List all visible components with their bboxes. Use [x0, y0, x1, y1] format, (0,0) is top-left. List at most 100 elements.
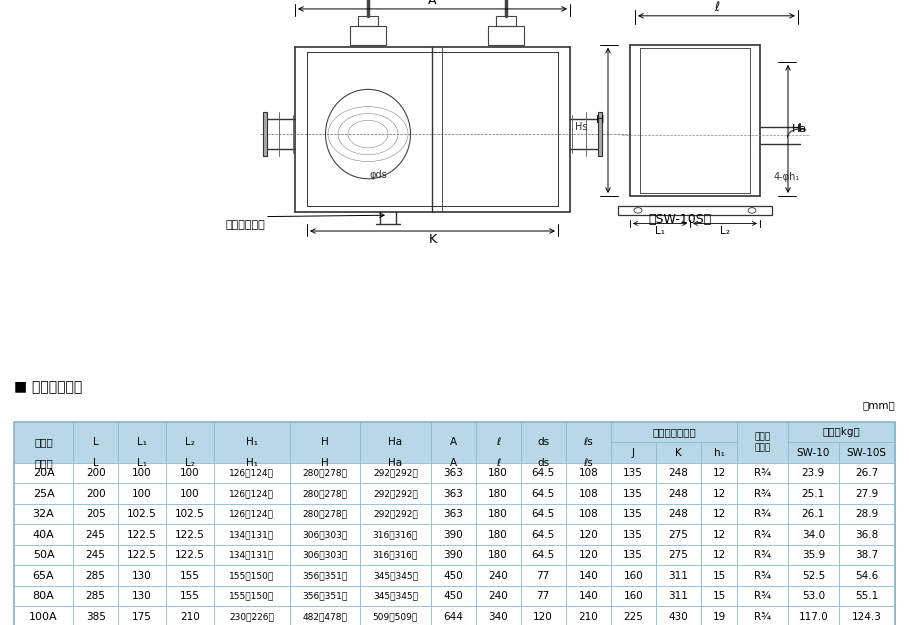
Text: 248: 248	[668, 489, 688, 499]
Bar	[214, 463, 290, 483]
Text: K: K	[428, 233, 436, 246]
Bar	[839, 463, 895, 483]
Bar	[14, 606, 73, 625]
Text: R¾: R¾	[754, 468, 771, 478]
Text: 175: 175	[132, 612, 152, 622]
Text: 390: 390	[444, 529, 463, 539]
Bar	[475, 422, 521, 463]
Bar	[655, 463, 701, 483]
Bar	[521, 504, 565, 524]
Bar	[839, 442, 895, 463]
Text: 12: 12	[713, 489, 725, 499]
Bar	[360, 545, 431, 566]
Text: 34.0: 34.0	[802, 529, 825, 539]
Bar	[475, 586, 521, 606]
Text: R¾: R¾	[754, 489, 771, 499]
Text: 292（292）: 292（292）	[373, 489, 418, 498]
Text: 140: 140	[578, 571, 598, 581]
Text: アンカーベース: アンカーベース	[652, 427, 696, 437]
Bar	[611, 586, 655, 606]
Text: ドレン
プラグ: ドレン プラグ	[754, 432, 771, 452]
Text: H₁: H₁	[245, 438, 258, 448]
Bar	[475, 504, 521, 524]
Bar	[73, 504, 118, 524]
Text: 35.9: 35.9	[802, 550, 825, 560]
Bar	[166, 422, 214, 463]
Text: R¾: R¾	[754, 591, 771, 601]
Bar	[118, 422, 166, 463]
Bar	[475, 545, 521, 566]
Bar	[166, 566, 214, 586]
Text: 52.5: 52.5	[802, 571, 825, 581]
Text: ds: ds	[537, 458, 549, 468]
Bar	[360, 606, 431, 625]
Text: 120: 120	[578, 550, 598, 560]
Bar	[263, 112, 267, 156]
Text: 126（124）: 126（124）	[229, 469, 275, 478]
Bar	[839, 586, 895, 606]
Text: 80A: 80A	[33, 591, 55, 601]
Bar	[360, 566, 431, 586]
Bar	[475, 483, 521, 504]
Text: 280（278）: 280（278）	[303, 509, 347, 519]
Bar	[788, 463, 839, 483]
Bar	[166, 463, 214, 483]
Bar	[788, 422, 895, 442]
Text: 134（131）: 134（131）	[229, 551, 275, 559]
Bar	[475, 524, 521, 545]
Bar	[788, 442, 839, 463]
Text: L₁: L₁	[137, 438, 147, 448]
Text: 55.1: 55.1	[855, 591, 878, 601]
Text: 124.3: 124.3	[852, 612, 882, 622]
Text: 345（345）: 345（345）	[373, 571, 418, 580]
Bar	[166, 586, 214, 606]
Bar	[360, 463, 431, 483]
Text: 292（292）: 292（292）	[373, 469, 418, 478]
Bar	[166, 524, 214, 545]
Text: （mm）: （mm）	[863, 400, 895, 410]
Bar	[73, 463, 118, 483]
Bar	[618, 206, 772, 215]
Bar	[14, 566, 73, 586]
Bar	[598, 112, 602, 156]
Bar	[290, 463, 360, 483]
Text: 280（278）: 280（278）	[303, 489, 347, 498]
Bar	[214, 545, 290, 566]
Bar	[73, 586, 118, 606]
Bar	[14, 524, 73, 545]
Text: 135: 135	[624, 509, 644, 519]
Text: 509（509）: 509（509）	[373, 612, 418, 621]
Bar	[118, 545, 166, 566]
Text: 180: 180	[488, 489, 508, 499]
Bar	[431, 504, 475, 524]
Text: 180: 180	[488, 529, 508, 539]
Text: 108: 108	[578, 468, 598, 478]
Text: 12: 12	[713, 529, 725, 539]
Bar	[611, 504, 655, 524]
Bar	[290, 586, 360, 606]
Text: 450: 450	[444, 571, 463, 581]
Bar	[14, 463, 73, 483]
Text: ドレンプラグ: ドレンプラグ	[225, 220, 265, 230]
Bar	[655, 545, 701, 566]
Bar	[14, 504, 73, 524]
Text: 205: 205	[85, 509, 105, 519]
Bar	[475, 566, 521, 586]
Bar	[701, 586, 737, 606]
Text: 126（124）: 126（124）	[229, 509, 275, 519]
Bar	[358, 16, 378, 26]
Text: ■ 寸法及び質量: ■ 寸法及び質量	[14, 380, 82, 394]
Text: 280（278）: 280（278）	[303, 469, 347, 478]
Bar	[73, 606, 118, 625]
Bar	[788, 566, 839, 586]
Bar	[655, 504, 701, 524]
Bar	[290, 566, 360, 586]
Text: 306（303）: 306（303）	[303, 551, 347, 559]
Text: 180: 180	[488, 550, 508, 560]
Bar	[611, 463, 655, 483]
Bar	[655, 586, 701, 606]
Bar	[290, 422, 360, 463]
Text: J: J	[632, 448, 634, 458]
Bar	[655, 442, 701, 463]
Text: 50A: 50A	[33, 550, 55, 560]
